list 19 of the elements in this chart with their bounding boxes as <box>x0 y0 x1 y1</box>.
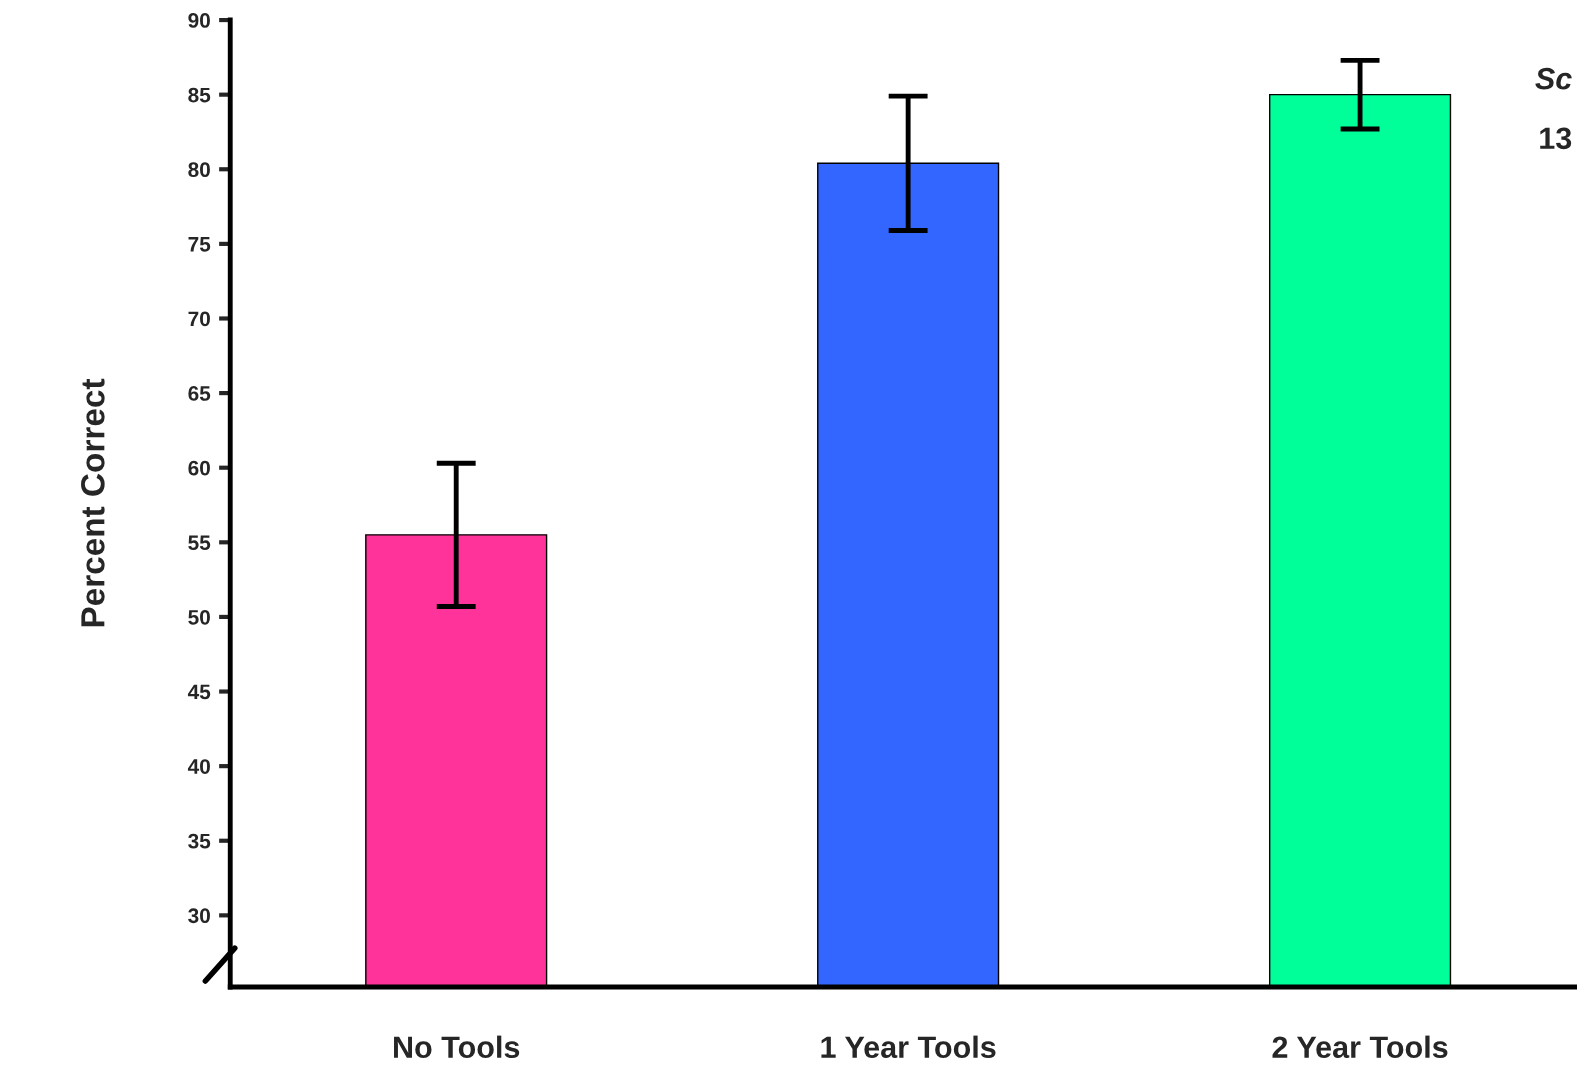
y-tick-label: 35 <box>188 833 211 849</box>
x-tick-label: 2 Year Tools <box>1272 1035 1448 1059</box>
x-tick-label: 1 Year Tools <box>821 1035 996 1059</box>
y-tick-label: 85 <box>188 87 211 103</box>
annotation: Sc <box>1535 67 1572 90</box>
annotation: 13 <box>1540 127 1572 150</box>
y-tick-label: 50 <box>188 609 210 625</box>
y-tick-label: 40 <box>187 759 210 774</box>
y-tick-label: 90 <box>188 13 210 28</box>
y-tick-label: 60 <box>188 460 210 476</box>
y-tick-label: 55 <box>188 535 211 551</box>
y-tick-label: 45 <box>187 684 211 700</box>
y-tick-label: 80 <box>188 162 210 178</box>
y-tick-label: 30 <box>188 908 210 924</box>
x-tick-label: No Tools <box>394 1035 520 1059</box>
y-tick-label: 75 <box>188 237 211 252</box>
y-tick-label: 70 <box>188 311 210 327</box>
y-tick-label: 65 <box>188 386 211 401</box>
y-axis-title: Percent Correct <box>81 378 105 627</box>
